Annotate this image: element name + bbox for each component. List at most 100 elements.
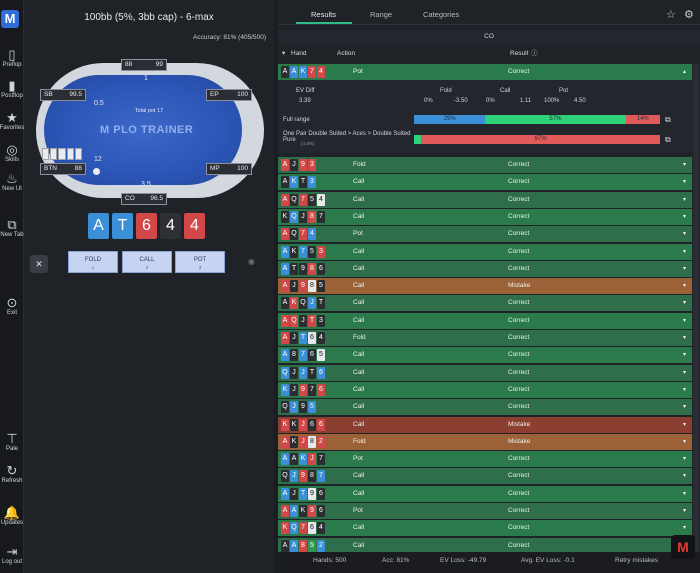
chevron-down-icon[interactable]: ▾ [682, 300, 686, 307]
rail-item-log-out[interactable]: ⇥ Log out [0, 545, 24, 566]
app-logo[interactable]: M [1, 10, 19, 28]
rail-item-favorites[interactable]: ★ Favorites [0, 111, 24, 132]
chevron-down-icon[interactable]: ▾ [682, 213, 686, 220]
rail-item-pale[interactable]: ⊤ Pale [0, 432, 24, 453]
result-row[interactable]: A K 7 5 3 Call Correct ▾ [278, 243, 692, 260]
full-range-label: Full range [283, 117, 310, 123]
row-card: 7 [299, 522, 307, 535]
rail-item-new-ui[interactable]: ♨ New UI [0, 172, 24, 193]
result-row[interactable]: A A K 9 6 Pot Correct ▾ [278, 503, 692, 519]
chevron-down-icon[interactable]: ▾ [682, 179, 686, 186]
result-row[interactable]: A K J 8 2 Fold Mistake ▾ [278, 433, 692, 450]
chevron-down-icon[interactable]: ▾ [682, 231, 686, 238]
eye-icon[interactable]: ◉ [248, 257, 255, 266]
chevron-down-icon[interactable]: ▾ [682, 317, 686, 324]
row-card: A [281, 332, 289, 344]
result-row[interactable]: A J 9 3 Fold Correct ▾ [278, 157, 692, 173]
result-row[interactable]: A J T 9 6 Call Correct ▾ [278, 485, 692, 502]
tab-range[interactable]: Range [370, 10, 393, 19]
result-row[interactable]: A J 9 8 5 Call Mistake ▾ [278, 278, 692, 295]
result-row[interactable]: A Q 7 4 Pot Correct ▾ [278, 226, 692, 243]
close-icon[interactable]: ✕ [30, 255, 48, 273]
chevron-down-icon[interactable]: ▾ [682, 438, 686, 445]
result-row[interactable]: A T 9 8 6 Call Correct ▾ [278, 260, 692, 277]
result-row[interactable]: A K Q J T Call Correct ▾ [278, 295, 692, 312]
rail-item-label: Updates [0, 520, 24, 526]
row-action: Fold [353, 161, 366, 168]
row-card: 8 [308, 435, 316, 448]
tab-results[interactable]: Results [311, 10, 337, 19]
result-row[interactable]: K J 9 7 6 Call Correct ▾ [278, 381, 692, 398]
star-icon[interactable]: ☆ [666, 9, 676, 21]
rail-item-updates[interactable]: 🔔 Updates [0, 506, 24, 527]
full-range-green-segment: 57% [485, 115, 626, 124]
result-row[interactable]: A Q 7 5 4 Call Correct ▾ [278, 191, 692, 208]
chevron-down-icon[interactable]: ▾ [682, 508, 686, 514]
result-row[interactable]: Q J 9 5 Call Correct ▾ [278, 399, 692, 416]
row-action: Call [353, 178, 365, 186]
result-row[interactable]: A Q J T 3 Call Correct ▾ [278, 312, 692, 329]
chevron-down-icon[interactable]: ▾ [682, 352, 686, 359]
chevron-down-icon[interactable]: ▾ [682, 335, 686, 341]
chevron-down-icon[interactable]: ▾ [682, 473, 686, 480]
results-panel: Results Range Categories ☆ ⚙ CO ▾ Hand A… [278, 0, 700, 573]
result-row[interactable]: K K J 6 6 Call Mistake ▾ [278, 416, 692, 433]
corner-logo[interactable]: M [671, 535, 695, 559]
row-result: Correct [508, 489, 530, 497]
rail-item-skills[interactable]: ◎ Skills [0, 143, 24, 164]
scrollbar[interactable] [693, 64, 699, 552]
row-card: J [299, 418, 307, 431]
open-full-range-icon[interactable]: ⧉ [665, 115, 671, 124]
open-category-icon[interactable]: ⧉ [665, 135, 671, 144]
result-row[interactable]: A A K J 7 Pot Correct ▾ [278, 451, 692, 468]
chevron-down-icon[interactable]: ▾ [682, 525, 686, 532]
result-row[interactable]: A 8 7 6 5 Call Correct ▾ [278, 347, 692, 364]
chevron-down-icon[interactable]: ▾ [682, 404, 686, 411]
avg-ev-loss-stat: Avg. EV Loss: -0.1 [521, 557, 575, 564]
chevron-down-icon[interactable]: ▾ [682, 248, 686, 255]
chevron-down-icon[interactable]: ▾ [682, 456, 686, 463]
result-row[interactable]: K Q J 8 7 Call Correct ▾ [278, 208, 692, 225]
row-result: Correct [508, 316, 530, 324]
ev-loss-stat: EV Loss: -49.79 [440, 557, 487, 564]
call-button[interactable]: CALL 2 [122, 251, 172, 273]
rail-item-postflop[interactable]: ▮ Postflop [0, 79, 24, 100]
result-row[interactable]: K Q 7 6 4 Call Correct ▾ [278, 520, 692, 537]
chevron-up-icon[interactable]: ▴ [682, 69, 686, 75]
result-row[interactable]: Q J 9 8 7 Call Correct ▾ [278, 468, 692, 485]
fold-button[interactable]: FOLD 1 [68, 251, 118, 273]
pot-label: Pot [559, 88, 569, 94]
chevron-down-icon[interactable]: ▾ [682, 421, 686, 428]
chevron-down-icon[interactable]: ▾ [682, 162, 686, 168]
chevron-down-icon[interactable]: ▾ [682, 386, 686, 393]
retry-mistakes-button[interactable]: Retry mistakes [615, 557, 658, 564]
chevron-down-icon[interactable]: ▾ [682, 265, 686, 272]
pot-button[interactable]: POT 3 [175, 251, 225, 273]
result-row[interactable]: A K T 3 Call Correct ▾ [278, 174, 692, 191]
gear-icon[interactable]: ⚙ [684, 9, 694, 21]
dealer-button-icon [93, 168, 100, 175]
row-card: 9 [299, 262, 307, 275]
result-row[interactable]: A A K 7 4 Pot Correct ▴ [278, 64, 692, 80]
row-result: Correct [508, 368, 530, 376]
chevron-down-icon[interactable]: ▾ [682, 490, 686, 497]
result-row[interactable]: A J T 6 4 Fold Correct ▾ [278, 330, 692, 346]
chevron-down-icon[interactable]: ▾ [682, 283, 686, 290]
collapse-all-icon[interactable]: ▾ [282, 50, 286, 57]
rail-item-refresh[interactable]: ↻ Refresh [0, 464, 24, 485]
rail-item-exit[interactable]: ⊙ Exit [0, 296, 24, 317]
row-card: A [281, 297, 289, 310]
chevron-down-icon[interactable]: ▾ [682, 369, 686, 376]
result-row[interactable]: Q J J T 6 Call Correct ▾ [278, 364, 692, 381]
row-card: 8 [308, 470, 316, 483]
row-card: 8 [308, 280, 316, 293]
tab-categories[interactable]: Categories [423, 10, 460, 19]
chevron-down-icon[interactable]: ▾ [682, 196, 686, 203]
rail-item-label: New UI [2, 186, 22, 192]
rail-item-preflop[interactable]: ▯ Preflop [0, 48, 24, 69]
rail-item-new-tab[interactable]: ⧉ New Tab [0, 218, 24, 239]
info-icon[interactable]: ⓘ [531, 50, 538, 57]
row-card: K [290, 176, 298, 189]
